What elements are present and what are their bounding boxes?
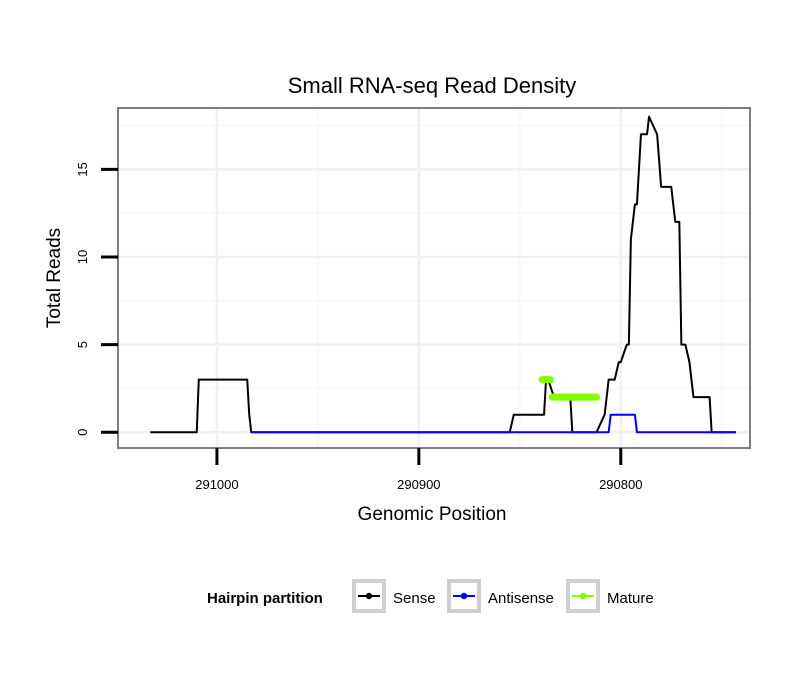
legend-item-sense: Sense <box>352 579 436 613</box>
legend-key-point-mature <box>579 592 587 600</box>
grid-lines <box>115 108 750 448</box>
legend-label-mature: Mature <box>607 590 654 607</box>
plot-panel <box>118 108 750 448</box>
x-tick-label: 290800 <box>599 477 642 492</box>
y-axis-title: Total Reads <box>44 228 65 328</box>
legend-item-antisense: Antisense <box>447 579 554 613</box>
y-tick-label: 5 <box>75 341 90 348</box>
series-line-sense <box>150 115 736 434</box>
plot-border <box>117 107 751 449</box>
chart-title: Small RNA-seq Read Density <box>288 73 577 98</box>
x-axis-title: Genomic Position <box>358 504 507 525</box>
x-tick-label: 291000 <box>195 477 238 492</box>
axes: 291000 290900 290800 0 5 10 15 <box>75 162 642 492</box>
legend-title: Hairpin partition <box>207 590 323 607</box>
x-tick-label: 290900 <box>397 477 440 492</box>
y-tick-label: 10 <box>75 250 90 264</box>
y-tick-label: 15 <box>75 162 90 176</box>
series-layer <box>150 115 736 434</box>
legend-key-point-sense <box>365 592 373 600</box>
legend-item-mature: Mature <box>566 579 654 613</box>
series-line-antisense <box>251 413 736 434</box>
legend-label-sense: Sense <box>393 590 436 607</box>
legend: Hairpin partition Sense Antisense Mature <box>207 579 654 613</box>
legend-label-antisense: Antisense <box>488 590 554 607</box>
y-tick-label: 0 <box>75 429 90 436</box>
legend-key-point-antisense <box>460 592 468 600</box>
